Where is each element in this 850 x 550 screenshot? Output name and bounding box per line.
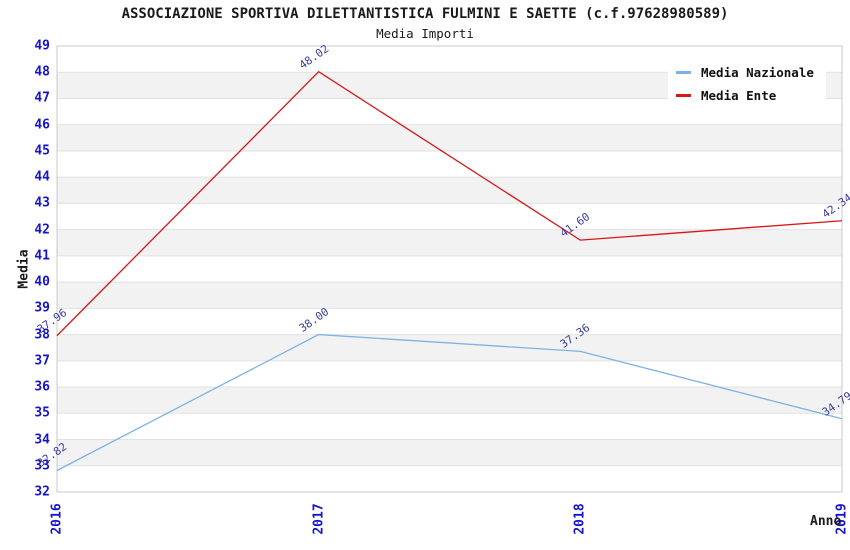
legend-swatch-line-icon [676,94,691,97]
chart-title: ASSOCIAZIONE SPORTIVA DILETTANTISTICA FU… [121,6,729,22]
legend-swatch-line-icon [676,71,691,74]
y-tick-label: 36 [34,379,50,395]
y-tick-label: 37 [34,353,50,369]
y-tick-label: 35 [34,405,50,421]
x-tick-label: 2018 [572,503,588,535]
x-tick-label: 2016 [49,503,65,535]
y-tick-label: 39 [34,300,50,316]
y-tick-label: 40 [34,274,50,290]
y-tick-label: 42 [34,222,50,238]
y-tick-label: 38 [34,327,50,343]
y-tick-label: 34 [34,432,50,448]
plot-border [56,45,843,493]
plot-band [57,387,842,414]
plot-band [57,282,842,309]
y-tick-label: 48 [34,64,50,80]
legend-item: Media Ente [676,84,814,107]
chart-legend: Media Nazionale Media Ente [668,56,826,112]
plot-band [57,229,842,256]
plot-band [57,177,842,204]
x-tick-label: 2017 [311,503,327,535]
legend-label: Media Ente [701,88,777,103]
y-tick-label: 32 [34,484,50,500]
y-tick-label: 45 [34,143,50,159]
y-tick-label: 41 [34,248,50,264]
x-axis-title: Anno [810,514,842,529]
legend-item: Media Nazionale [676,61,814,84]
y-tick-label: 43 [34,195,50,211]
y-tick-label: 33 [34,458,50,474]
y-axis-title: Media [16,249,32,289]
plot-band [57,334,842,361]
y-tick-label: 49 [34,38,50,54]
y-tick-label: 46 [34,117,50,133]
plot-band [57,124,842,151]
legend-label: Media Nazionale [701,65,814,80]
series-line-media-nazionale [56,333,843,472]
y-tick-label: 47 [34,90,50,106]
series-line-media-ente [56,70,843,337]
y-tick-label: 44 [34,169,50,185]
chart-subtitle: Media Importi [376,26,474,41]
plot-band [57,439,842,466]
